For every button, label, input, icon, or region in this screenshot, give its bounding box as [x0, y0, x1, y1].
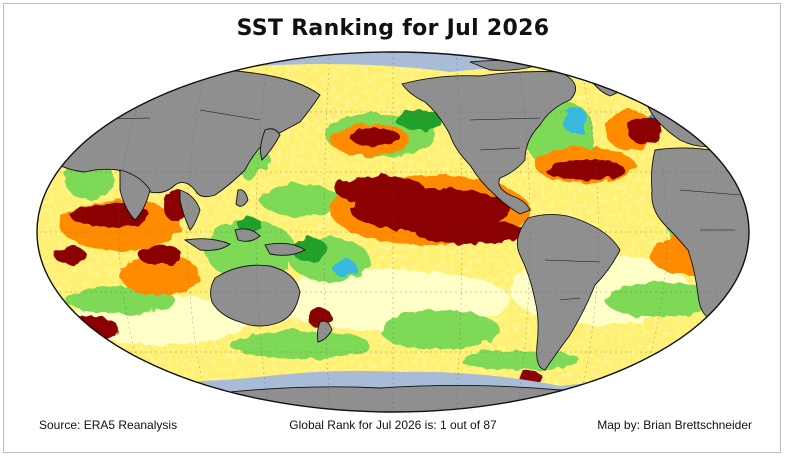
credit-text: Map by: Brian Brettschneider — [597, 418, 752, 432]
global-rank-text: Global Rank for Jul 2026 is: 1 out of 87 — [289, 418, 497, 432]
figure-border — [3, 3, 781, 453]
globe-outline — [36, 51, 750, 413]
map-title: SST Ranking for Jul 2026 — [236, 16, 550, 41]
graticule — [37, 52, 749, 412]
source-text: Source: ERA5 Reanalysis — [39, 418, 178, 432]
